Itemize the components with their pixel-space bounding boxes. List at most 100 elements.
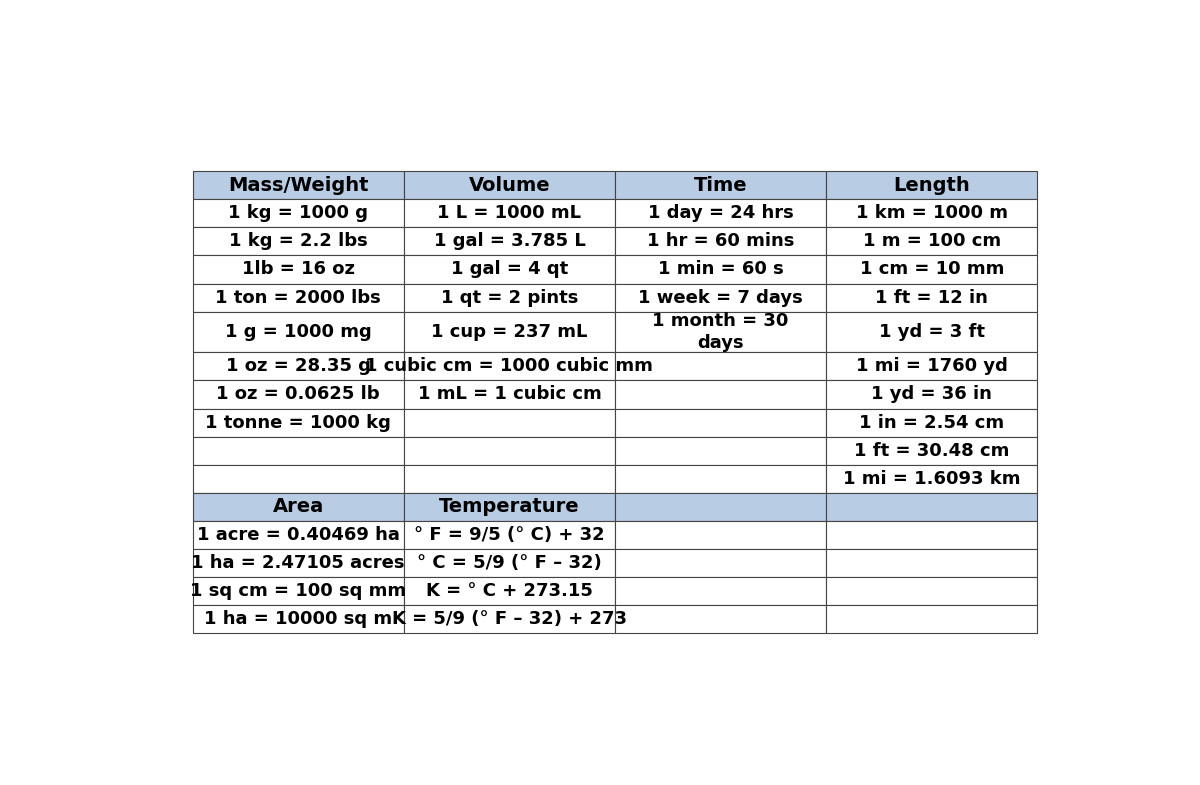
Text: 1 cubic cm = 1000 cubic mm: 1 cubic cm = 1000 cubic mm [366, 357, 653, 375]
Bar [826, 171, 1037, 199]
Bar [616, 408, 826, 436]
Bar [404, 605, 616, 633]
Bar [404, 199, 616, 228]
Bar [826, 381, 1037, 408]
Bar [826, 605, 1037, 633]
Bar [193, 352, 404, 381]
Bar [826, 312, 1037, 352]
Text: 1 ha = 2.47105 acres: 1 ha = 2.47105 acres [192, 554, 404, 572]
Bar [404, 312, 616, 352]
Bar [616, 171, 826, 199]
Bar [616, 521, 826, 549]
Bar [193, 493, 404, 521]
Text: Time: Time [694, 176, 748, 195]
Bar [826, 493, 1037, 521]
Text: 1 L = 1000 mL: 1 L = 1000 mL [438, 204, 582, 222]
Bar [616, 352, 826, 381]
Bar [826, 228, 1037, 255]
Bar [404, 521, 616, 549]
Bar [826, 352, 1037, 381]
Text: 1 ha = 10000 sq m: 1 ha = 10000 sq m [204, 610, 392, 628]
Bar [404, 577, 616, 605]
Bar [404, 228, 616, 255]
Bar [404, 549, 616, 577]
Bar [193, 436, 404, 465]
Bar [616, 605, 826, 633]
Text: 1 day = 24 hrs: 1 day = 24 hrs [648, 204, 793, 222]
Bar [616, 255, 826, 283]
Text: 1 ton = 2000 lbs: 1 ton = 2000 lbs [215, 289, 382, 307]
Bar [404, 436, 616, 465]
Bar [616, 283, 826, 312]
Text: 1 qt = 2 pints: 1 qt = 2 pints [440, 289, 578, 307]
Text: 1 week = 7 days: 1 week = 7 days [638, 289, 803, 307]
Bar [616, 199, 826, 228]
Bar [616, 493, 826, 521]
Bar [193, 577, 404, 605]
Text: 1 gal = 3.785 L: 1 gal = 3.785 L [433, 232, 586, 250]
Bar [193, 199, 404, 228]
Text: K = ° C + 273.15: K = ° C + 273.15 [426, 582, 593, 600]
Bar [826, 521, 1037, 549]
Text: 1 cup = 237 mL: 1 cup = 237 mL [431, 323, 588, 341]
Bar [193, 549, 404, 577]
Bar [826, 465, 1037, 493]
Bar [404, 493, 616, 521]
Bar [616, 228, 826, 255]
Bar [616, 577, 826, 605]
Text: 1 month = 30
days: 1 month = 30 days [653, 312, 788, 352]
Bar [826, 255, 1037, 283]
Bar [404, 283, 616, 312]
Bar [193, 465, 404, 493]
Bar [193, 171, 404, 199]
Bar [826, 283, 1037, 312]
Bar [616, 312, 826, 352]
Text: 1 kg = 1000 g: 1 kg = 1000 g [228, 204, 368, 222]
Text: 1 ft = 30.48 cm: 1 ft = 30.48 cm [854, 442, 1009, 460]
Bar [404, 171, 616, 199]
Bar [193, 521, 404, 549]
Bar [193, 255, 404, 283]
Text: 1 yd = 36 in: 1 yd = 36 in [871, 385, 992, 403]
Text: 1 tonne = 1000 kg: 1 tonne = 1000 kg [205, 414, 391, 432]
Bar [404, 465, 616, 493]
Bar [404, 352, 616, 381]
Bar [193, 605, 404, 633]
Bar [404, 408, 616, 436]
Bar [193, 408, 404, 436]
Bar [826, 577, 1037, 605]
Bar [616, 436, 826, 465]
Bar [404, 381, 616, 408]
Text: 1 km = 1000 m: 1 km = 1000 m [856, 204, 1008, 222]
Bar [193, 312, 404, 352]
Text: 1 gal = 4 qt: 1 gal = 4 qt [451, 261, 568, 279]
Text: 1 min = 60 s: 1 min = 60 s [658, 261, 784, 279]
Text: 1 acre = 0.40469 ha: 1 acre = 0.40469 ha [197, 526, 400, 544]
Text: 1 in = 2.54 cm: 1 in = 2.54 cm [859, 414, 1004, 432]
Bar [826, 199, 1037, 228]
Bar [404, 255, 616, 283]
Bar [616, 549, 826, 577]
Text: 1 ft = 12 in: 1 ft = 12 in [875, 289, 989, 307]
Bar [616, 465, 826, 493]
Text: 1 yd = 3 ft: 1 yd = 3 ft [878, 323, 985, 341]
Text: Mass/Weight: Mass/Weight [228, 176, 368, 195]
Text: 1 oz = 0.0625 lb: 1 oz = 0.0625 lb [216, 385, 380, 403]
Text: 1 mL = 1 cubic cm: 1 mL = 1 cubic cm [418, 385, 601, 403]
Bar [193, 283, 404, 312]
Bar [616, 381, 826, 408]
Text: Temperature: Temperature [439, 498, 580, 517]
Bar [193, 381, 404, 408]
Text: ° C = 5/9 (° F – 32): ° C = 5/9 (° F – 32) [418, 554, 601, 572]
Text: ° F = 9/5 (° C) + 32: ° F = 9/5 (° C) + 32 [414, 526, 605, 544]
Text: 1 cm = 10 mm: 1 cm = 10 mm [859, 261, 1004, 279]
Bar [193, 228, 404, 255]
Text: 1 kg = 2.2 lbs: 1 kg = 2.2 lbs [229, 232, 367, 250]
Text: K = 5/9 (° F – 32) + 273: K = 5/9 (° F – 32) + 273 [392, 610, 626, 628]
Bar [826, 436, 1037, 465]
Text: Length: Length [894, 176, 970, 195]
Text: 1 oz = 28.35 g: 1 oz = 28.35 g [226, 357, 371, 375]
Text: 1 mi = 1.6093 km: 1 mi = 1.6093 km [844, 469, 1020, 487]
Text: 1 mi = 1760 yd: 1 mi = 1760 yd [856, 357, 1008, 375]
Text: Volume: Volume [468, 176, 551, 195]
